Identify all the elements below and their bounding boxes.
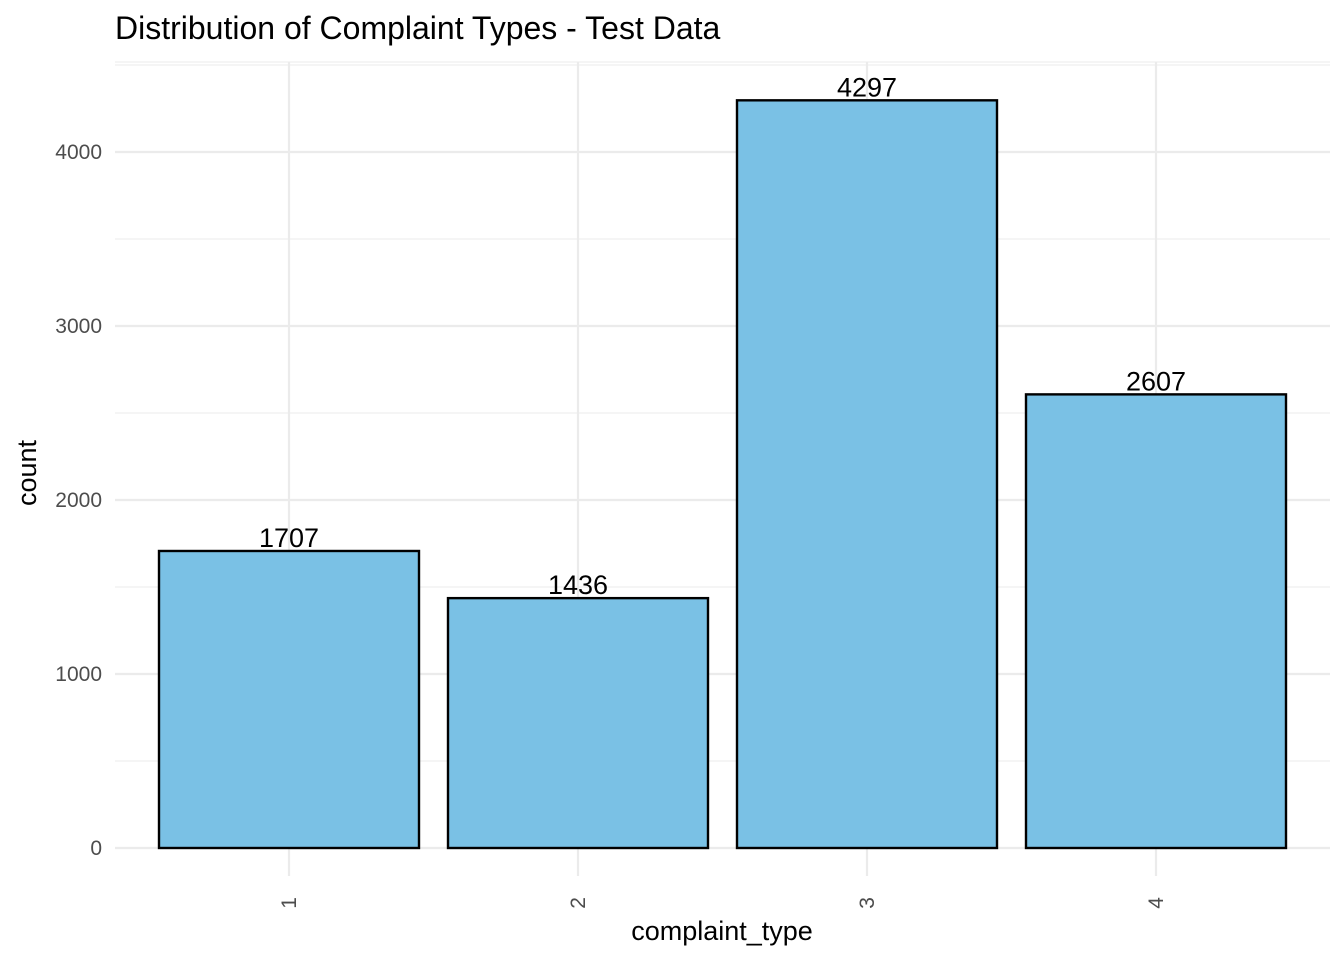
x-axis-ticks: 1 2 3 4 xyxy=(278,897,1168,909)
data-label: 4297 xyxy=(837,72,897,102)
data-label: 2607 xyxy=(1126,366,1186,396)
chart-title: Distribution of Complaint Types - Test D… xyxy=(115,10,721,46)
x-tick-label: 1 xyxy=(278,897,301,909)
y-tick-label: 1000 xyxy=(55,663,102,686)
y-tick-label: 4000 xyxy=(55,141,102,164)
x-tick-label: 2 xyxy=(567,897,590,909)
y-tick-label: 0 xyxy=(90,837,102,860)
x-tick-label: 3 xyxy=(856,897,879,909)
bar-1 xyxy=(157,549,421,850)
y-tick-label: 3000 xyxy=(55,315,102,338)
data-label: 1436 xyxy=(548,570,608,600)
bar-2 xyxy=(446,596,710,850)
x-axis-title: complaint_type xyxy=(631,916,813,946)
y-tick-label: 2000 xyxy=(55,489,102,512)
bar-3 xyxy=(735,99,999,850)
bars xyxy=(157,99,1288,850)
data-labels: 1707 1436 4297 2607 xyxy=(259,72,1186,600)
bar-4 xyxy=(1024,393,1288,850)
y-axis-title: count xyxy=(12,439,42,506)
x-tick-label: 4 xyxy=(1145,897,1168,909)
data-label: 1707 xyxy=(259,523,319,553)
y-axis-ticks: 0 1000 2000 3000 4000 xyxy=(55,141,102,860)
